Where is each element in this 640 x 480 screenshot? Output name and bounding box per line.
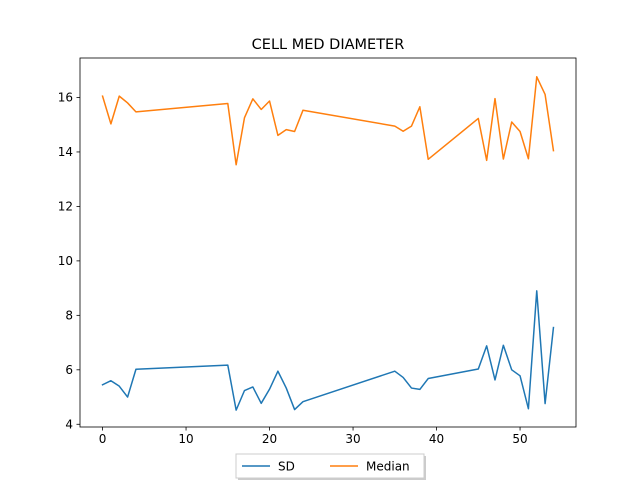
x-tick-label: 20: [262, 432, 277, 446]
legend-label-median: Median: [366, 460, 410, 474]
axes-frame: [79, 57, 577, 428]
legend-label-sd: SD: [278, 460, 295, 474]
series-line-median: [101, 76, 555, 166]
y-tick-label: 16: [58, 90, 73, 104]
chart-title: CELL MED DIAMETER: [252, 37, 405, 53]
y-tick-label: 8: [65, 308, 73, 322]
y-tick-label: 12: [58, 199, 73, 213]
x-tick-label: 10: [178, 432, 193, 446]
y-tick-label: 4: [65, 417, 73, 431]
y-tick-label: 14: [58, 145, 73, 159]
y-tick-label: 6: [65, 363, 73, 377]
x-tick-label: 30: [345, 432, 360, 446]
x-tick-label: 50: [512, 432, 527, 446]
x-tick-label: 40: [429, 432, 444, 446]
plot-area: 0 10 20 30 40 50 4 6 8 10 12 14 16: [58, 57, 577, 446]
x-tick-label: 0: [99, 432, 107, 446]
legend: SD Median: [235, 453, 426, 480]
series-line-sd: [101, 290, 555, 411]
y-tick-label: 10: [58, 254, 73, 268]
